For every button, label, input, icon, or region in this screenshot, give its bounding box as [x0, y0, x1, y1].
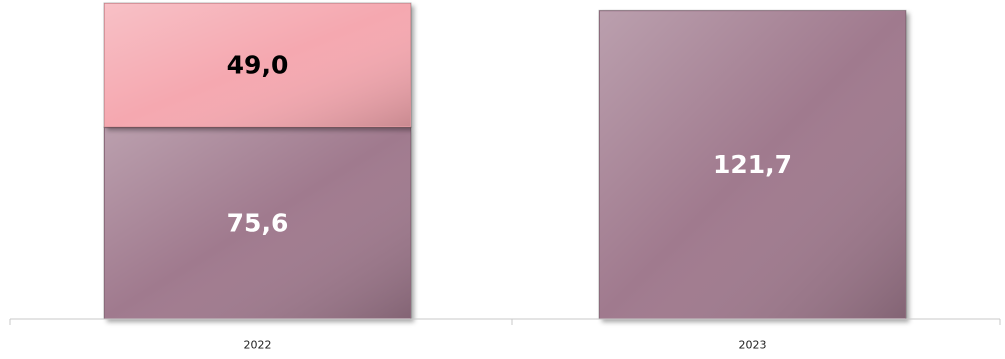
bar-segment-2023-0 — [598, 9, 907, 320]
bar-bevel — [105, 4, 410, 127]
data-label: 49,0 — [227, 51, 289, 80]
bar-bevel — [600, 11, 905, 318]
data-label: 121,7 — [713, 150, 792, 179]
bar-bevel — [105, 128, 410, 318]
data-label: 75,6 — [227, 209, 289, 238]
bar-segment-2022-1 — [103, 2, 412, 128]
x-axis — [9, 318, 1001, 325]
x-tick-label: 2022 — [244, 339, 272, 352]
x-tick-label: 2023 — [739, 339, 767, 352]
bar-segment-2022-0 — [103, 126, 412, 320]
